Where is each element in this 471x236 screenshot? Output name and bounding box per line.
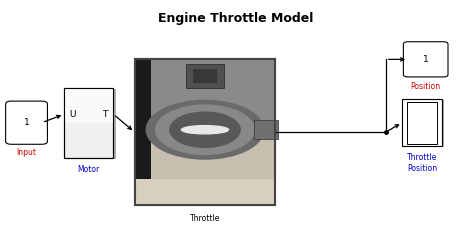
Circle shape xyxy=(177,116,233,144)
FancyBboxPatch shape xyxy=(407,101,438,144)
Text: Engine Throttle Model: Engine Throttle Model xyxy=(158,13,313,25)
Text: T: T xyxy=(102,110,108,119)
FancyBboxPatch shape xyxy=(64,88,114,123)
FancyBboxPatch shape xyxy=(135,179,276,205)
FancyBboxPatch shape xyxy=(193,69,217,83)
FancyBboxPatch shape xyxy=(64,88,114,158)
FancyBboxPatch shape xyxy=(135,59,152,205)
FancyBboxPatch shape xyxy=(404,100,444,147)
FancyBboxPatch shape xyxy=(66,89,116,159)
Circle shape xyxy=(156,105,254,154)
Text: 1: 1 xyxy=(24,118,29,127)
FancyBboxPatch shape xyxy=(135,59,276,130)
FancyBboxPatch shape xyxy=(254,120,278,139)
Text: Throttle
Position: Throttle Position xyxy=(407,153,438,173)
FancyBboxPatch shape xyxy=(402,99,442,146)
Circle shape xyxy=(146,100,264,159)
FancyBboxPatch shape xyxy=(135,130,276,205)
Text: Throttle: Throttle xyxy=(190,214,220,223)
Text: 1: 1 xyxy=(423,55,429,64)
Circle shape xyxy=(170,112,240,147)
Ellipse shape xyxy=(181,126,228,134)
Text: Input: Input xyxy=(16,148,37,157)
FancyBboxPatch shape xyxy=(403,42,448,77)
Text: Motor: Motor xyxy=(78,165,100,174)
FancyBboxPatch shape xyxy=(186,64,224,88)
Circle shape xyxy=(162,109,247,151)
Text: Position: Position xyxy=(411,82,441,91)
FancyBboxPatch shape xyxy=(135,59,276,205)
Text: U: U xyxy=(70,110,76,119)
FancyBboxPatch shape xyxy=(6,101,48,144)
